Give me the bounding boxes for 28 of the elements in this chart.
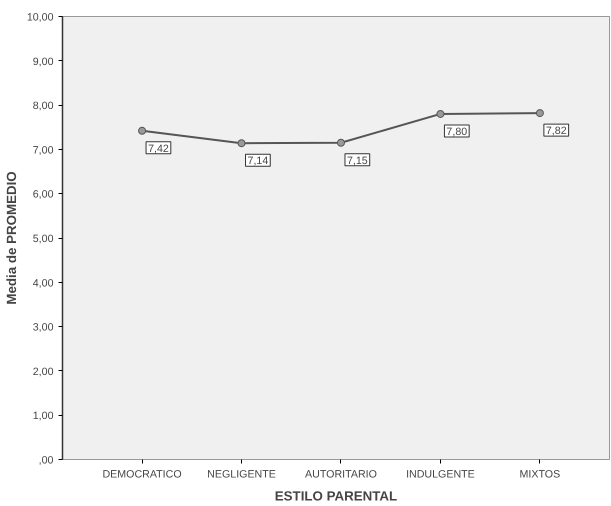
- y-tick-label: 6,00: [32, 188, 54, 201]
- y-tick-label: 8,00: [32, 100, 54, 112]
- point: [436, 110, 444, 118]
- y-axis-title: Media de PROMEDIO: [4, 171, 19, 305]
- y-tick-label: 9,00: [32, 56, 54, 68]
- point: [138, 126, 146, 135]
- data-label: 7,82: [546, 125, 567, 138]
- x-axis-title: ESTILO PARENTAL: [274, 488, 398, 504]
- x-tick-label: DEMOCRATICO: [102, 468, 182, 480]
- data-label: 7,42: [148, 142, 169, 155]
- data-label: 7,80: [446, 126, 468, 138]
- y-tick-label: 7,00: [32, 144, 54, 156]
- y-tick-label: 1,00: [32, 410, 54, 422]
- x-tick-label: AUTORITARIO: [305, 468, 377, 480]
- y-tick-label: 3,00: [32, 322, 54, 334]
- data-label: 7,15: [346, 154, 368, 167]
- data-label: 7,14: [248, 155, 268, 168]
- y-tick-label: 2,00: [32, 366, 54, 378]
- y-tick-label: ,00: [38, 454, 54, 466]
- x-tick-label: NEGLIGENTE: [207, 468, 276, 480]
- y-tick-label: 10,00: [26, 12, 54, 24]
- y-tick-label: 5,00: [32, 233, 54, 245]
- point: [336, 138, 345, 147]
- point: [238, 139, 246, 148]
- y-tick-label: 4,00: [32, 277, 54, 290]
- x-tick-label: INDULGENTE: [406, 468, 475, 480]
- x-tick-label: MIXTOS: [520, 468, 560, 480]
- point: [536, 109, 544, 118]
